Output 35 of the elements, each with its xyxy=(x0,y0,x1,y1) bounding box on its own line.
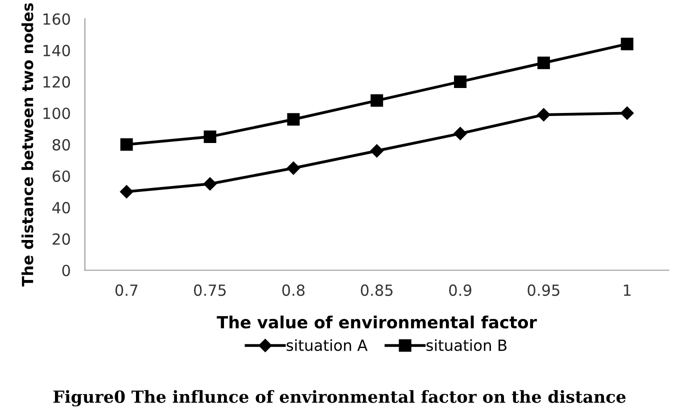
point xyxy=(120,185,134,198)
point xyxy=(120,138,133,151)
point xyxy=(286,162,300,175)
y-tick-label: 140 xyxy=(44,44,70,56)
point xyxy=(537,108,550,122)
y-tick-label: 20 xyxy=(52,233,70,245)
x-axis-title: The value of environmental factor xyxy=(216,316,537,328)
y-tick-label: 160 xyxy=(44,13,70,25)
y-tick-label: 60 xyxy=(52,170,70,182)
y-tick-label: 80 xyxy=(52,139,70,151)
y-tick-label: 120 xyxy=(44,76,70,88)
caption: Figure0 The influnce of environmental factor on the distance xyxy=(53,390,626,406)
x-tick-label: 0.7 xyxy=(115,284,138,296)
point xyxy=(620,106,634,120)
y-tick-label: 40 xyxy=(52,202,70,214)
point xyxy=(370,144,384,158)
point xyxy=(620,38,634,50)
legend-label: situation B xyxy=(426,339,506,352)
point xyxy=(203,177,217,190)
point xyxy=(537,56,550,70)
y-tick-label: 0 xyxy=(62,264,70,276)
x-tick-label: 0.8 xyxy=(282,284,305,296)
point xyxy=(287,113,300,126)
x-tick-label: 0.95 xyxy=(528,284,560,296)
point xyxy=(370,94,384,107)
point xyxy=(454,75,467,88)
y-axis-title: The distance between two nodes xyxy=(21,3,34,287)
x-tick-label: 0.75 xyxy=(194,284,226,296)
x-tick-label: 1 xyxy=(624,284,631,296)
y-tick-label: 100 xyxy=(44,108,70,120)
point xyxy=(204,130,216,143)
legend-label: situation A xyxy=(286,339,368,352)
x-tick-label: 0.9 xyxy=(449,284,472,296)
x-tick-label: 0.85 xyxy=(360,284,393,296)
point xyxy=(454,126,467,140)
